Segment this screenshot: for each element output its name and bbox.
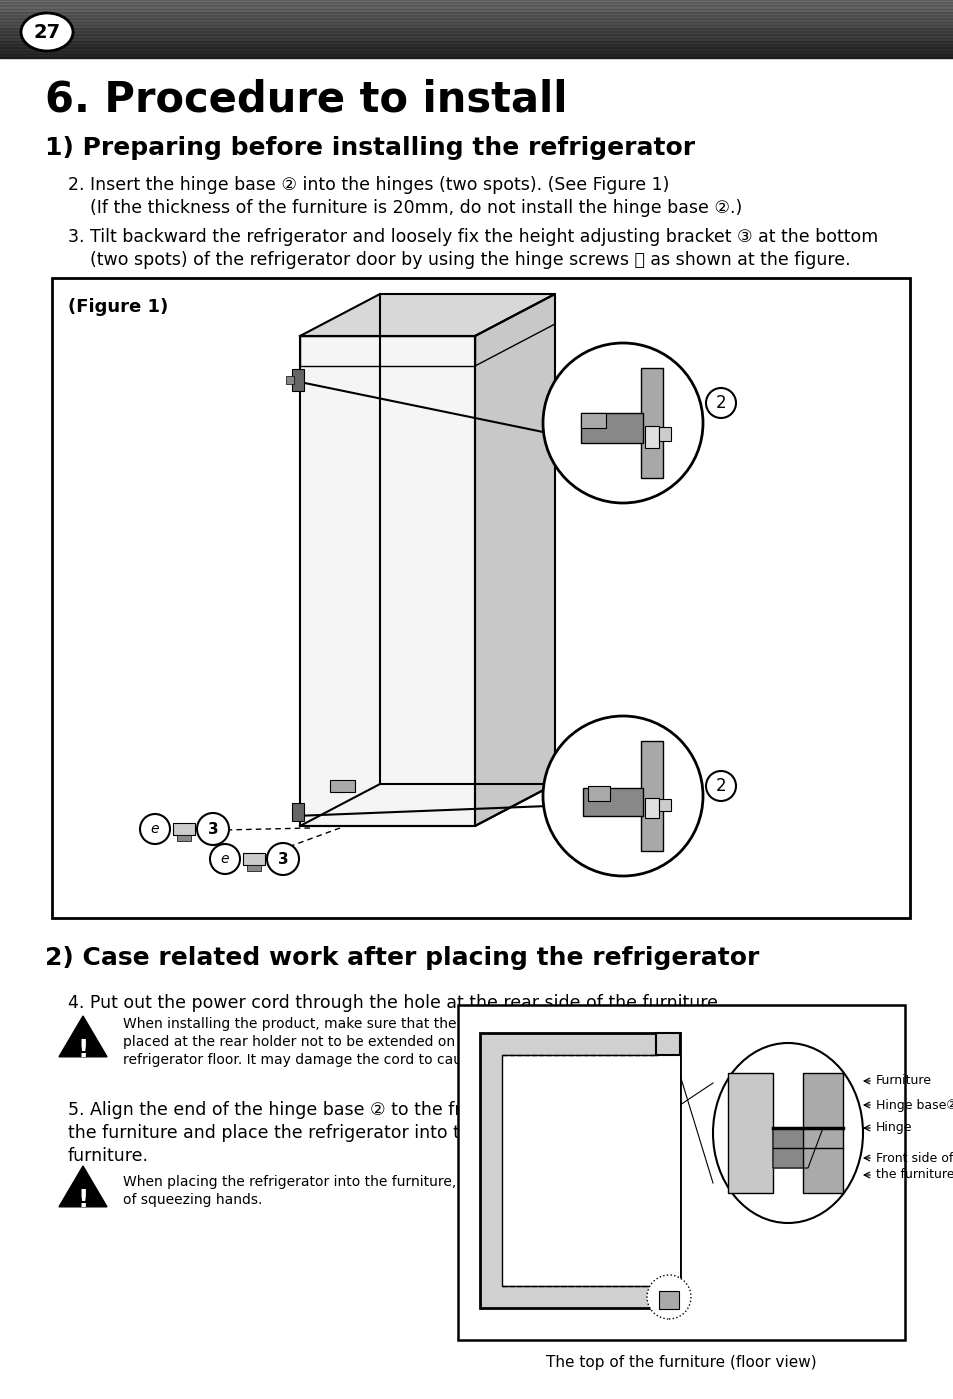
Text: refrigerator floor. It may damage the cord to cause fire.: refrigerator floor. It may damage the co… bbox=[123, 1053, 509, 1067]
Circle shape bbox=[705, 771, 735, 802]
Circle shape bbox=[140, 814, 170, 844]
Bar bbox=[172, 823, 194, 835]
Bar bbox=[501, 1055, 679, 1286]
Text: of squeezing hands.: of squeezing hands. bbox=[123, 1193, 262, 1207]
Text: Front side of: Front side of bbox=[875, 1151, 952, 1164]
Circle shape bbox=[196, 813, 229, 845]
Text: When placing the refrigerator into the furniture, be careful: When placing the refrigerator into the f… bbox=[123, 1175, 530, 1189]
Bar bbox=[243, 853, 265, 865]
Text: 2) Case related work after placing the refrigerator: 2) Case related work after placing the r… bbox=[45, 946, 759, 970]
Bar bbox=[52, 278, 909, 918]
Text: The top of the furniture (floor view): The top of the furniture (floor view) bbox=[546, 1354, 816, 1370]
Text: (If the thickness of the furniture is 20mm, do not install the hinge base ②.): (If the thickness of the furniture is 20… bbox=[68, 199, 741, 217]
Circle shape bbox=[542, 343, 702, 504]
Bar bbox=[580, 413, 605, 428]
Text: 2: 2 bbox=[715, 776, 725, 795]
Polygon shape bbox=[65, 1021, 101, 1052]
Text: placed at the rear holder not to be extended on the: placed at the rear holder not to be exte… bbox=[123, 1035, 482, 1049]
Circle shape bbox=[210, 844, 240, 874]
Text: 1) Preparing before installing the refrigerator: 1) Preparing before installing the refri… bbox=[45, 136, 695, 159]
Bar bbox=[587, 786, 609, 802]
Text: When installing the product, make sure that the cord is: When installing the product, make sure t… bbox=[123, 1017, 506, 1031]
Bar bbox=[659, 427, 670, 441]
Circle shape bbox=[542, 716, 702, 876]
Circle shape bbox=[705, 388, 735, 418]
Text: Hinge: Hinge bbox=[875, 1122, 911, 1135]
Text: !: ! bbox=[77, 1188, 89, 1212]
Polygon shape bbox=[299, 336, 475, 367]
Polygon shape bbox=[475, 294, 555, 367]
Text: 2. Insert the hinge base ② into the hinges (two spots). (See Figure 1): 2. Insert the hinge base ② into the hing… bbox=[68, 176, 669, 194]
Bar bbox=[299, 336, 475, 825]
Text: furniture.: furniture. bbox=[68, 1147, 149, 1165]
Text: (two spots) of the refrigerator door by using the hinge screws ⓔ as shown at the: (two spots) of the refrigerator door by … bbox=[68, 250, 850, 269]
Polygon shape bbox=[59, 1016, 107, 1056]
Text: Furniture: Furniture bbox=[875, 1074, 931, 1087]
Bar bbox=[644, 427, 659, 448]
Text: 6. Procedure to install: 6. Procedure to install bbox=[45, 78, 567, 120]
Polygon shape bbox=[65, 1171, 101, 1202]
Text: 5. Align the end of the hinge base ② to the front of: 5. Align the end of the hinge base ② to … bbox=[68, 1101, 512, 1119]
Bar bbox=[656, 1032, 679, 1055]
Circle shape bbox=[646, 1274, 690, 1319]
Text: e: e bbox=[220, 852, 229, 866]
Text: 3. Tilt backward the refrigerator and loosely fix the height adjusting bracket ③: 3. Tilt backward the refrigerator and lo… bbox=[68, 228, 878, 246]
Text: Hinge base②: Hinge base② bbox=[875, 1098, 953, 1111]
Polygon shape bbox=[772, 1128, 822, 1168]
Bar bbox=[247, 865, 261, 872]
Bar bbox=[658, 1055, 679, 1286]
Bar bbox=[330, 781, 355, 792]
Text: 27: 27 bbox=[33, 22, 60, 42]
Bar bbox=[727, 1073, 772, 1193]
Polygon shape bbox=[59, 1165, 107, 1207]
Text: !: ! bbox=[77, 1038, 89, 1062]
Text: the furniture and place the refrigerator into the: the furniture and place the refrigerator… bbox=[68, 1123, 481, 1142]
Text: 2: 2 bbox=[715, 395, 725, 411]
Text: 3: 3 bbox=[208, 821, 218, 837]
Bar bbox=[292, 803, 304, 821]
Bar bbox=[582, 788, 642, 816]
Bar bbox=[479, 1032, 679, 1308]
Text: (Figure 1): (Figure 1) bbox=[68, 298, 168, 316]
Ellipse shape bbox=[712, 1044, 862, 1223]
Bar bbox=[640, 368, 662, 478]
Polygon shape bbox=[299, 294, 555, 336]
Text: the furniture: the furniture bbox=[875, 1168, 953, 1182]
Bar bbox=[580, 413, 642, 443]
Ellipse shape bbox=[21, 13, 73, 50]
Bar bbox=[640, 741, 662, 851]
Bar bbox=[659, 1291, 679, 1309]
Bar bbox=[177, 835, 191, 841]
Bar bbox=[656, 1286, 679, 1308]
Bar bbox=[457, 1004, 904, 1340]
Bar bbox=[644, 797, 659, 818]
Circle shape bbox=[267, 844, 298, 874]
Bar bbox=[802, 1073, 842, 1193]
Bar bbox=[659, 799, 670, 811]
Text: e: e bbox=[151, 823, 159, 837]
Bar bbox=[292, 369, 304, 390]
Text: 3: 3 bbox=[277, 852, 288, 866]
Polygon shape bbox=[475, 294, 555, 825]
Text: 4. Put out the power cord through the hole at the rear side of the furniture.: 4. Put out the power cord through the ho… bbox=[68, 995, 722, 1011]
Bar bbox=[286, 376, 294, 383]
Polygon shape bbox=[299, 783, 555, 825]
